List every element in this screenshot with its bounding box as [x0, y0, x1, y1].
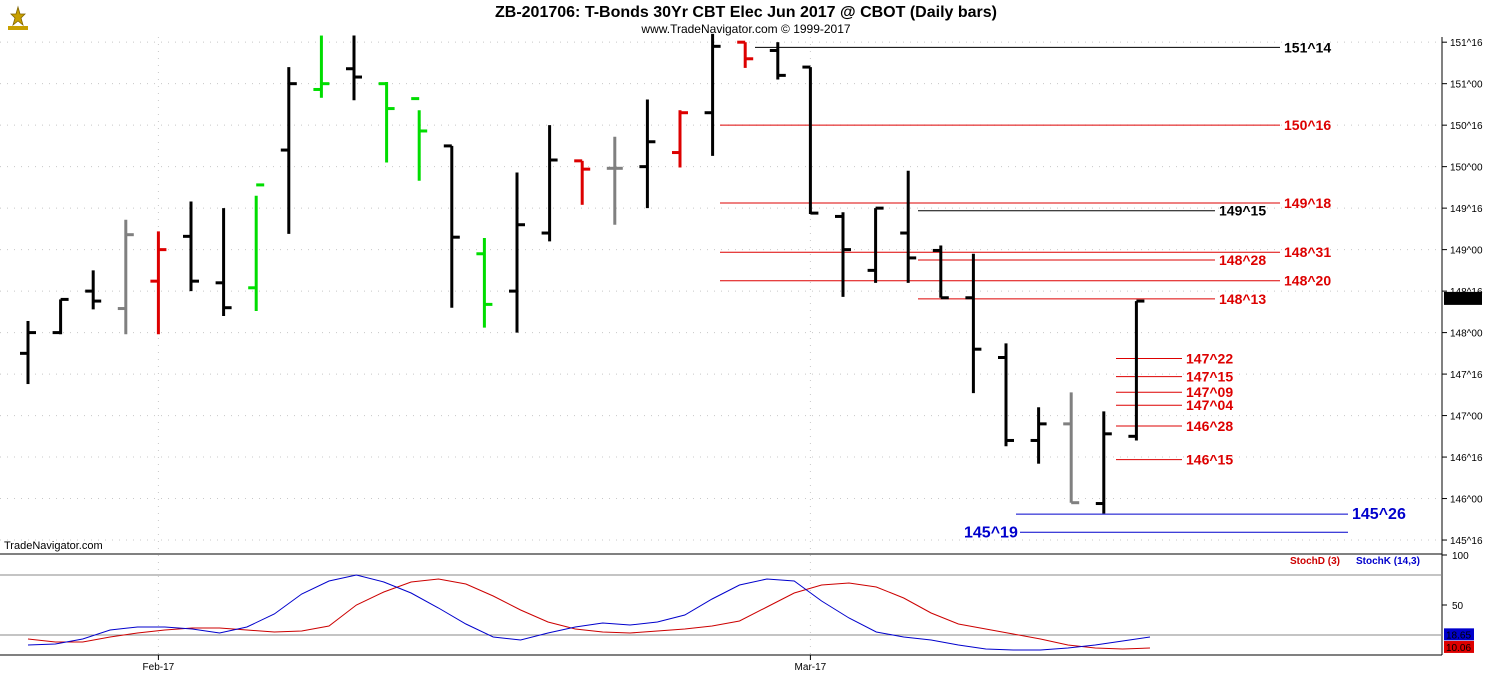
price-y-axis: 145^16 146^00 146^16 147^00 147^16 148^00 148^… [1442, 38, 1483, 547]
price-bar [20, 320, 36, 385]
price-bar [704, 33, 721, 156]
price-bar [509, 172, 525, 333]
price-bar [932, 245, 949, 300]
price-bar [411, 97, 428, 181]
stoch-d-value: 10.06 [1446, 643, 1471, 654]
level-label: 145^26 [1352, 506, 1406, 523]
stoch-k-badge [1444, 628, 1474, 641]
price-bar [606, 136, 623, 225]
stoch-tick-label: 50 [1452, 601, 1464, 612]
chart-title: ZB-201706: T-Bonds 30Yr CBT Elec Jun 201… [495, 4, 997, 21]
price-bar [541, 125, 558, 242]
level-label: 147^15 [1186, 369, 1233, 385]
x-tick-label: Feb-17 [143, 662, 175, 673]
price-bar [150, 231, 167, 335]
price-bar [998, 343, 1014, 447]
level-label: 145^19 [964, 524, 1018, 541]
level-label: 147^22 [1186, 351, 1233, 367]
stoch-k-value: 18.65 [1446, 630, 1471, 641]
price-bar [1128, 299, 1145, 441]
level-label: 147^09 [1186, 384, 1233, 400]
price-bar [737, 40, 754, 68]
price-bar [215, 208, 232, 317]
stoch-legend-d: StochD (3) [1290, 556, 1340, 567]
price-tick-label: 151^00 [1450, 80, 1483, 91]
price-tick-label: 147^00 [1450, 412, 1483, 423]
stoch-series-line [27, 578, 1151, 650]
stoch-d-badge [1444, 640, 1474, 653]
price-bar [248, 183, 265, 312]
price-bar [672, 110, 688, 168]
level-label: 146^28 [1186, 418, 1233, 434]
price-tick-label: 149^16 [1450, 204, 1483, 215]
level-label: 147^04 [1186, 397, 1233, 413]
price-bar [1030, 407, 1047, 464]
stochastic-panel: 100 50 18.65 10.06 [0, 551, 1474, 654]
price-tick-label: 148^00 [1450, 329, 1483, 340]
price-bar [85, 270, 102, 310]
price-bar [476, 238, 493, 328]
trade-navigator-logo [4, 4, 32, 32]
level-label: 151^14 [1284, 39, 1331, 55]
price-panel [0, 37, 1442, 553]
price-bar [117, 219, 134, 335]
stoch-panel [0, 555, 1442, 655]
price-bar [378, 82, 395, 163]
price-tick-label: 147^16 [1450, 370, 1483, 381]
level-label: 148^20 [1284, 273, 1331, 289]
levels: 151^14 150^16 149^18 149^15 148^31 148^28 148^… [720, 39, 1406, 541]
stoch-series-line [27, 574, 1151, 651]
price-bar [183, 201, 199, 292]
price-bar [965, 253, 982, 394]
price-bar [443, 144, 460, 308]
price-bar [1095, 411, 1112, 514]
last-price-box [1444, 291, 1482, 305]
price-tick-label: 150^00 [1450, 163, 1483, 174]
stoch-tick-label: 100 [1452, 551, 1469, 562]
price-bar [574, 159, 591, 205]
level-label: 148^13 [1219, 291, 1266, 307]
price-tick-label: 146^16 [1450, 453, 1483, 464]
x-axis: Feb-17 Mar-17 [143, 655, 827, 673]
price-bar [313, 35, 330, 98]
last-price-label: 148^13 [1446, 295, 1479, 306]
stoch-legend-k: StochK (14,3) [1356, 556, 1420, 567]
level-label: 150^16 [1284, 117, 1331, 133]
x-tick-label: Mar-17 [795, 662, 827, 673]
chart-subtitle: www.TradeNavigator.com © 1999-2017 [640, 22, 850, 36]
price-bar [867, 206, 884, 283]
level-label: 148^31 [1284, 244, 1331, 260]
watermark: TradeNavigator.com [4, 540, 103, 552]
price-bar [802, 65, 819, 215]
price-tick-label: 145^16 [1450, 536, 1483, 547]
price-bar [346, 35, 362, 101]
price-bar [280, 67, 297, 234]
ohlc-bars [20, 33, 1145, 514]
price-bar [1063, 392, 1080, 505]
price-bar [52, 297, 69, 335]
price-bar [900, 170, 917, 283]
price-bar [639, 99, 656, 209]
price-tick-label: 149^00 [1450, 246, 1483, 257]
price-tick-label: 150^16 [1450, 121, 1483, 132]
price-tick-label: 151^16 [1450, 38, 1483, 49]
price-bar [835, 212, 851, 297]
price-bar [769, 42, 786, 80]
level-label: 146^15 [1186, 452, 1233, 468]
level-label: 149^18 [1284, 195, 1331, 211]
price-tick-label: 146^00 [1450, 495, 1483, 506]
level-label: 148^28 [1219, 252, 1266, 268]
level-label: 149^15 [1219, 203, 1266, 219]
